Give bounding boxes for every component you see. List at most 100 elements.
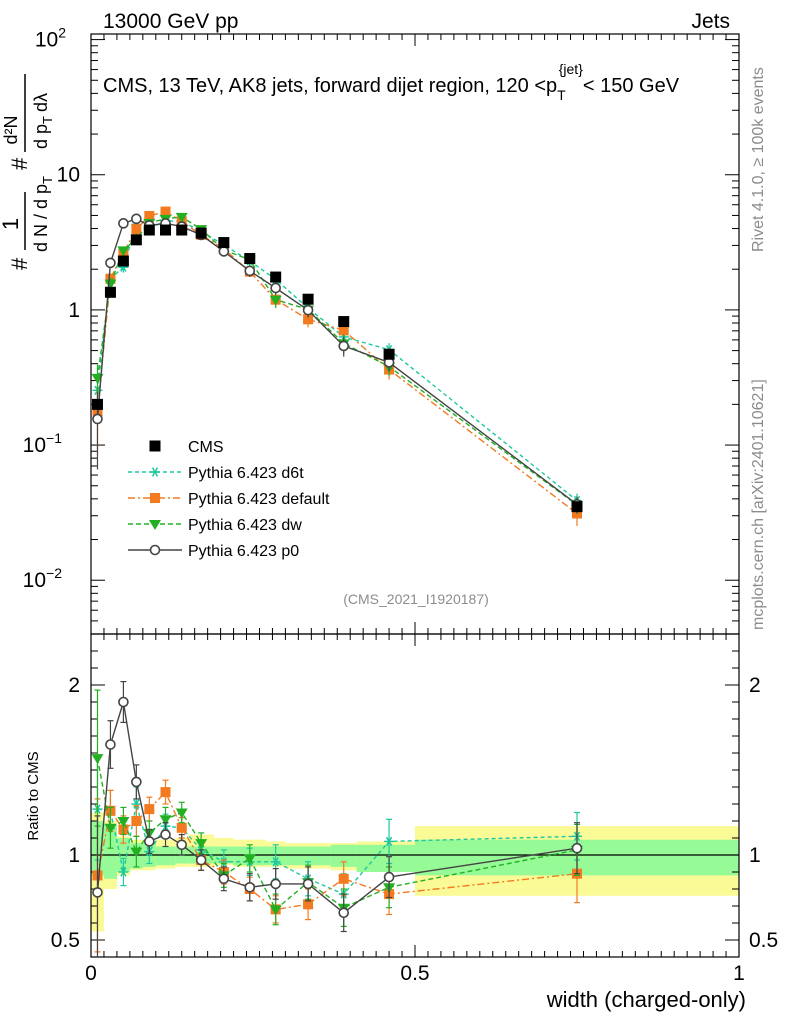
legend-label-default: Pythia 6.423 default (188, 491, 330, 508)
series-point-ratio (571, 842, 583, 854)
series-point-top (131, 213, 142, 225)
ratio-y-tick-label-right: 0.5 (749, 929, 778, 952)
top-plot-series (91, 206, 583, 526)
ratio-y-tick-label-left: 1 (68, 844, 80, 867)
series-point-top (117, 246, 130, 257)
series-point-top (244, 265, 256, 277)
series-point-ratio (302, 878, 314, 890)
x-axis-tick-labels: 0 0.5 1 (85, 962, 745, 985)
series-point-ratio (303, 899, 314, 910)
cms-data-point (160, 224, 172, 236)
series-point-top (105, 257, 116, 269)
uncertainty-bands (91, 812, 739, 932)
legend-marker (150, 467, 160, 477)
y-tick-label: 1 (68, 299, 80, 322)
cms-data-point (91, 398, 103, 410)
series-point-ratio (104, 823, 117, 834)
cms-data-point (195, 227, 207, 239)
cms-data-point (130, 234, 142, 246)
y-tick-label: 102 (35, 25, 66, 52)
ratio-y-tick-labels: 2 1 0.5 2 1 0.5 (51, 674, 778, 952)
series-point-ratio (130, 847, 143, 858)
y-tick-label-exp: −1 (46, 430, 62, 446)
series-line-top (96, 218, 578, 505)
series-point-ratio (118, 867, 129, 877)
legend-label-cms: CMS (188, 439, 224, 456)
x-tick-label: 1 (733, 962, 745, 985)
series-point-ratio (144, 804, 155, 815)
series-point-ratio (384, 836, 395, 847)
series-point-ratio (383, 871, 395, 883)
legend: CMS Pythia 6.423 d6t Pythia 6.423 defaul… (128, 439, 330, 560)
series-point-top (270, 282, 281, 294)
series-point-top (218, 246, 230, 257)
series-point-ratio (218, 873, 230, 885)
green-band (155, 846, 176, 866)
series-point-top (118, 218, 129, 229)
y-tick-label: 10−2 (23, 565, 63, 592)
series-point-ratio (160, 787, 171, 798)
green-band (103, 824, 117, 879)
series-point-top (269, 295, 282, 306)
green-band (285, 846, 331, 866)
series-point-ratio (131, 816, 142, 826)
rivet-version-text: Rivet 4.1.0, ≥ 100k events (750, 67, 767, 252)
cms-data-point (338, 316, 350, 328)
analysis-id: (CMS_2021_I1920187) (343, 591, 489, 607)
y-tick-label-base: 10 (35, 29, 58, 52)
ratio-y-tick-label-right: 2 (749, 674, 761, 697)
series-point-top (131, 224, 142, 235)
cms-data-point (143, 224, 155, 236)
y-axis-tick-labels: 102 10 1 10−1 10−2 (23, 25, 80, 593)
series-point-top (302, 304, 314, 316)
series-point-ratio (159, 815, 172, 826)
series-point-top (144, 210, 155, 221)
cms-data-point (176, 224, 188, 236)
y-tick-label-base: 10 (23, 569, 46, 592)
star-stroke (151, 467, 159, 477)
series-point-top (338, 325, 349, 336)
series-point-ratio (176, 839, 188, 851)
series-point-ratio (244, 881, 256, 893)
legend-marker (150, 493, 160, 503)
series-point-ratio (270, 857, 281, 867)
series-point-ratio (117, 817, 130, 827)
series-point-ratio (176, 822, 187, 833)
star-stroke (272, 857, 279, 867)
cms-data-point (302, 293, 314, 305)
legend-marker (149, 520, 161, 530)
axis-ticks (90, 34, 740, 958)
ratio-y-tick-label-left: 2 (68, 674, 80, 697)
series-line-top (96, 220, 578, 502)
star-stroke (120, 867, 127, 877)
energy-label: 13000 GeV pp (103, 10, 238, 33)
series-point-ratio (243, 854, 256, 865)
star-stroke (133, 799, 140, 809)
y-tick-label: 10 (57, 164, 80, 187)
series-line-top (96, 210, 578, 515)
y-tick-label: 10−1 (23, 430, 63, 457)
series-point-top (175, 212, 188, 223)
cms-data-point (383, 348, 395, 360)
series-point-ratio (105, 739, 116, 750)
y-tick-label-base: 10 (57, 164, 80, 187)
ratio-plot-series (91, 680, 583, 957)
legend-label-p0: Pythia 6.423 p0 (188, 543, 299, 560)
cms-data-point (571, 501, 583, 513)
series-point-top (303, 314, 314, 325)
ylabel-hash: # (7, 257, 32, 270)
series-point-ratio (160, 829, 171, 840)
series-point-ratio (92, 887, 103, 898)
series-point-top (92, 413, 103, 425)
star-stroke (385, 836, 393, 847)
series-point-top (104, 279, 117, 290)
top-y-axis-label: # 1 d N / d pT # d²N d pTdλ (0, 74, 55, 270)
green-band (330, 844, 357, 867)
legend-marker-cms (149, 440, 161, 452)
x-axis-label: width (charged-only) (546, 987, 746, 1012)
legend-marker (149, 544, 161, 556)
series-point-ratio (195, 854, 207, 866)
series-point-top (160, 206, 171, 217)
series-point-top (338, 340, 350, 352)
ylabel-denominator: d N / d pT (31, 176, 55, 252)
